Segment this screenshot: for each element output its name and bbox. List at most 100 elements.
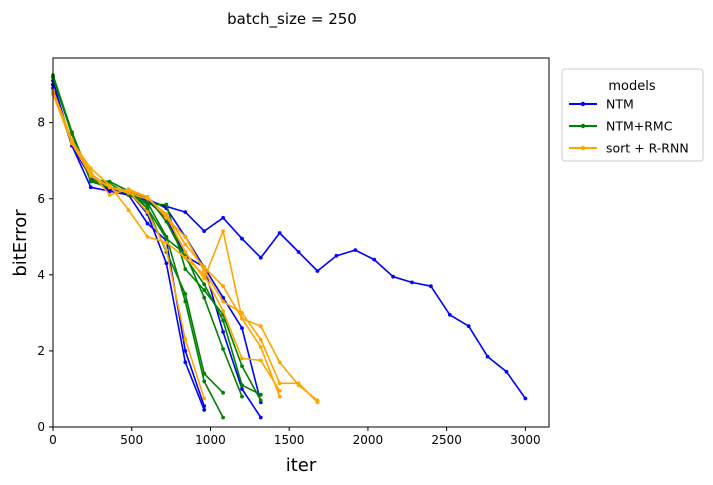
- data-point: [296, 250, 301, 254]
- series-line-1-1: [52, 76, 224, 418]
- data-point: [504, 369, 509, 374]
- x-tick-label: 500: [120, 433, 143, 447]
- data-point: [258, 398, 263, 403]
- data-point: [258, 255, 263, 260]
- axes-frame: [52, 57, 550, 428]
- y-tick-label: 2: [37, 344, 45, 358]
- series-line-2-2: [52, 90, 319, 403]
- x-tick-label: 1000: [195, 433, 226, 447]
- legend-box: [561, 68, 704, 162]
- y-tick-label: 0: [37, 420, 45, 434]
- data-point: [183, 250, 188, 254]
- data-point: [221, 284, 226, 289]
- y-axis: 0 2 4 6 8: [37, 116, 53, 434]
- legend-entry-label: NTM+RMC: [606, 119, 673, 134]
- x-tick-label: 2500: [431, 433, 462, 447]
- legend-entry-label: NTM: [606, 97, 634, 112]
- data-point: [183, 234, 188, 239]
- y-tick-label: 4: [37, 268, 45, 282]
- data-point: [221, 330, 226, 334]
- legend-swatch-marker: [580, 123, 586, 129]
- data-point: [315, 400, 320, 405]
- data-point: [240, 364, 244, 368]
- data-point: [107, 193, 112, 197]
- data-point: [523, 396, 528, 401]
- legend-title: models: [608, 79, 655, 94]
- data-point: [240, 383, 244, 388]
- data-point: [334, 253, 339, 258]
- data-point: [183, 299, 188, 304]
- x-tick-label: 0: [49, 433, 57, 447]
- data-point: [183, 267, 188, 271]
- data-point: [240, 316, 244, 321]
- data-point: [202, 282, 207, 287]
- legend: models NTM NTM+RMC sort + R-RNN: [561, 68, 704, 162]
- data-point: [183, 255, 188, 260]
- x-tick-label: 2000: [353, 433, 384, 447]
- y-axis-label: bitError: [10, 209, 31, 277]
- data-point: [88, 166, 93, 171]
- data-point: [240, 387, 244, 391]
- data-point: [258, 392, 263, 397]
- legend-swatch-marker: [580, 101, 586, 107]
- legend-entry-label: sort + R-RNN: [606, 141, 689, 156]
- chart-title: batch_size = 250: [227, 10, 357, 29]
- data-point: [240, 356, 244, 361]
- data-point: [145, 234, 150, 239]
- data-point: [221, 215, 226, 220]
- data-point: [240, 236, 244, 241]
- series-line-0-1: [52, 88, 262, 403]
- data-point: [221, 390, 226, 395]
- data-point: [164, 202, 169, 207]
- data-point: [70, 132, 74, 137]
- data-point: [183, 210, 188, 215]
- series-line-2-1: [52, 91, 319, 402]
- data-point: [240, 394, 244, 399]
- plot-area: [51, 73, 528, 420]
- data-point: [183, 292, 188, 296]
- data-point: [183, 349, 188, 353]
- data-point: [202, 295, 207, 300]
- data-point: [202, 379, 207, 384]
- data-point: [145, 202, 150, 207]
- data-point: [391, 274, 395, 279]
- data-point: [277, 231, 282, 235]
- data-point: [183, 360, 188, 365]
- data-point: [183, 337, 188, 342]
- data-point: [258, 324, 263, 329]
- series-line-0-4: [52, 84, 527, 399]
- x-tick-label: 3000: [510, 433, 541, 447]
- data-point: [277, 360, 282, 365]
- data-point: [221, 347, 226, 351]
- data-point: [466, 324, 471, 329]
- data-point: [70, 139, 74, 144]
- y-tick-label: 8: [37, 116, 45, 130]
- data-point: [126, 208, 131, 213]
- data-point: [202, 408, 207, 412]
- data-point: [258, 415, 263, 420]
- data-point: [221, 309, 226, 313]
- x-tick-label: 1500: [274, 433, 305, 447]
- data-point: [107, 183, 112, 188]
- data-point: [88, 170, 93, 175]
- series-line-1-0: [52, 74, 224, 394]
- data-point: [164, 248, 169, 253]
- data-point: [164, 261, 169, 266]
- x-axis-label: iter: [286, 455, 317, 476]
- data-point: [164, 214, 169, 218]
- data-point: [126, 187, 131, 192]
- data-point: [353, 248, 358, 253]
- data-point: [202, 269, 207, 273]
- data-point: [277, 394, 282, 399]
- data-point: [315, 269, 320, 273]
- legend-swatch-marker: [580, 145, 586, 151]
- data-point: [145, 210, 150, 215]
- data-point: [240, 326, 244, 330]
- data-point: [202, 229, 207, 234]
- data-point: [258, 345, 263, 349]
- data-point: [429, 284, 433, 289]
- series-line-1-3: [52, 76, 262, 396]
- data-point: [107, 189, 112, 194]
- data-point: [277, 389, 282, 393]
